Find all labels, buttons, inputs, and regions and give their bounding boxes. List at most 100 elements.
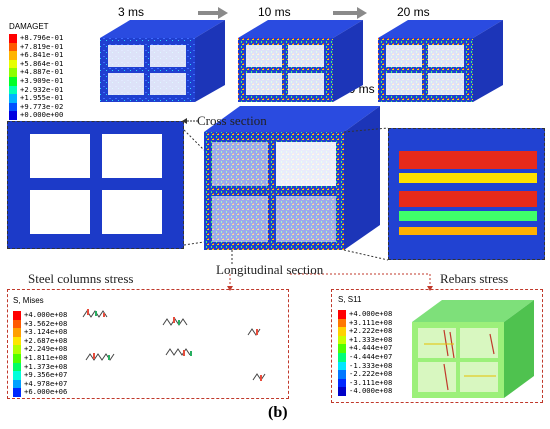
cross-section-cell	[102, 134, 162, 178]
s11-legend-entry: -4.444e+07	[338, 351, 393, 362]
mises-legend-swatch	[13, 311, 21, 320]
mises-legend-swatch	[13, 379, 21, 389]
mises-legend-value: +1.811e+08	[24, 352, 68, 362]
damage-legend-swatch	[9, 68, 17, 77]
mises-legend-entry: +2.249e+08	[13, 345, 67, 354]
mises-legend-value: +2.687e+08	[24, 335, 68, 345]
mises-legend-swatch	[13, 336, 21, 346]
damage-legend-swatch	[9, 111, 17, 120]
s11-legend-entry: +4.444e+07	[338, 344, 392, 353]
damage-legend-swatch	[9, 59, 17, 69]
damage-legend-value: +3.909e-01	[20, 75, 64, 85]
damage-legend-rows: +8.796e-01 +7.819e-01 +6.841e-01 +5.864e-01…	[9, 33, 64, 120]
s11-legend-swatch	[338, 335, 346, 345]
s11-legend-value: -4.000e+08	[349, 386, 393, 396]
damage-legend-value: +4.887e-01	[20, 67, 64, 77]
time-label-10ms: 10 ms	[258, 5, 291, 19]
mises-legend-entry: +6.000e+06	[13, 388, 67, 397]
damage-legend-swatch	[9, 76, 17, 86]
mises-legend-value: +6.000e+06	[24, 387, 68, 397]
mises-legend-entry: +3.124e+08	[13, 328, 67, 337]
s11-legend-value: +4.000e+08	[349, 309, 393, 318]
model-3ms	[100, 20, 225, 102]
arrow-10-20-icon	[333, 7, 367, 19]
mises-legend-entry: +2.687e+08	[13, 335, 68, 346]
mises-legend: S, Mises +4.000e+08 +3.562e+08 +3.124e+08 +…	[13, 296, 67, 397]
damage-legend-entry: +1.955e-01	[9, 94, 63, 103]
s11-legend-value: +2.222e+08	[349, 326, 393, 336]
mises-legend-value: +1.373e+08	[24, 361, 68, 371]
cross-section-view	[7, 121, 184, 249]
model-10ms	[238, 20, 363, 102]
mises-legend-swatch	[13, 353, 21, 363]
s11-legend-swatch	[338, 344, 346, 353]
damage-legend-swatch	[9, 94, 17, 103]
s11-legend-entry: +1.333e+08	[338, 334, 393, 345]
damage-legend-entry: +4.887e-01	[9, 68, 63, 77]
mises-legend-title: S, Mises	[13, 296, 44, 305]
s11-legend-swatch	[338, 378, 346, 388]
damage-legend-entry: +6.841e-01	[9, 51, 63, 60]
s11-legend: S, S11 +4.000e+08 +3.111e+08 +2.222e+08 +1.…	[338, 295, 392, 396]
damage-legend-value: +9.773e-02	[20, 101, 64, 111]
s11-legend-swatch	[338, 310, 346, 319]
s11-legend-value: -4.444e+07	[349, 351, 393, 361]
mises-legend-swatch	[13, 371, 21, 380]
damage-band	[399, 151, 537, 169]
model-20ms	[378, 20, 503, 102]
mises-legend-value: +2.249e+08	[24, 344, 68, 354]
s11-legend-swatch	[338, 318, 346, 328]
s11-legend-value: -3.111e+08	[349, 377, 393, 387]
damage-legend-value: +6.841e-01	[20, 50, 64, 60]
rebars-stress-label: Rebars stress	[440, 271, 509, 286]
s11-legend-entry: -2.222e+08	[338, 370, 392, 379]
mises-legend-entry: +9.356e+07	[13, 371, 67, 380]
damage-legend-value: +1.955e-01	[20, 93, 64, 103]
damage-legend-value: +7.819e-01	[20, 41, 64, 51]
s11-legend-entry: -3.111e+08	[338, 377, 393, 388]
cross-section-pointer	[182, 118, 198, 124]
mises-legend-swatch	[13, 345, 21, 354]
damage-band	[399, 211, 537, 221]
damage-legend-entry: +3.909e-01	[9, 75, 64, 86]
s11-legend-entry: -1.333e+08	[338, 360, 393, 371]
damage-legend-value: +8.796e-01	[20, 33, 64, 42]
s11-legend-value: -1.333e+08	[349, 360, 393, 370]
cross-section-cell	[30, 134, 90, 178]
damage-legend-title: DAMAGET	[9, 22, 49, 31]
damage-band	[399, 173, 537, 183]
mises-legend-swatch	[13, 319, 21, 329]
s11-legend-swatch	[338, 361, 346, 371]
s11-legend-swatch	[338, 370, 346, 379]
mises-legend-entry: +4.000e+08	[13, 310, 67, 320]
cross-section-cell	[30, 190, 90, 234]
damage-legend-entry: +8.796e-01	[9, 33, 64, 43]
damage-legend-entry: +2.932e-01	[9, 85, 63, 95]
damage-legend-entry: +7.819e-01	[9, 41, 64, 52]
damage-band	[399, 227, 537, 235]
s11-legend-entry: +4.000e+08	[338, 309, 393, 319]
mises-legend-entry: +3.562e+08	[13, 319, 67, 329]
mises-legend-rows: +4.000e+08 +3.562e+08 +3.124e+08 +2.687e+08…	[13, 310, 68, 397]
time-label-3ms: 3 ms	[118, 5, 145, 19]
s11-legend-swatch	[338, 387, 346, 396]
damage-legend-swatch	[9, 51, 17, 60]
s11-legend-swatch	[338, 352, 346, 362]
s11-legend-entry: -4.000e+08	[338, 387, 392, 396]
arrow-3-10-icon	[198, 7, 228, 19]
time-label-20ms: 20 ms	[397, 5, 430, 19]
damage-legend-entry: +0.000e+00	[9, 111, 63, 120]
mises-legend-entry: +4.978e+07	[13, 378, 68, 389]
cross-section-cell	[102, 190, 162, 234]
s11-legend-value: +1.333e+08	[349, 334, 393, 344]
mises-legend-value: +4.978e+07	[24, 378, 68, 388]
mises-legend-swatch	[13, 328, 21, 337]
cross-section-label: Cross section	[197, 113, 267, 128]
damage-legend-entry: +9.773e-02	[9, 101, 64, 112]
steel-columns-stress-label: Steel columns stress	[28, 271, 134, 286]
rebars-stress-panel: S, S11 +4.000e+08 +3.111e+08 +2.222e+08 +1.…	[331, 289, 543, 403]
s11-legend-entry: +3.111e+08	[338, 318, 392, 328]
damage-legend-swatch	[9, 34, 17, 43]
